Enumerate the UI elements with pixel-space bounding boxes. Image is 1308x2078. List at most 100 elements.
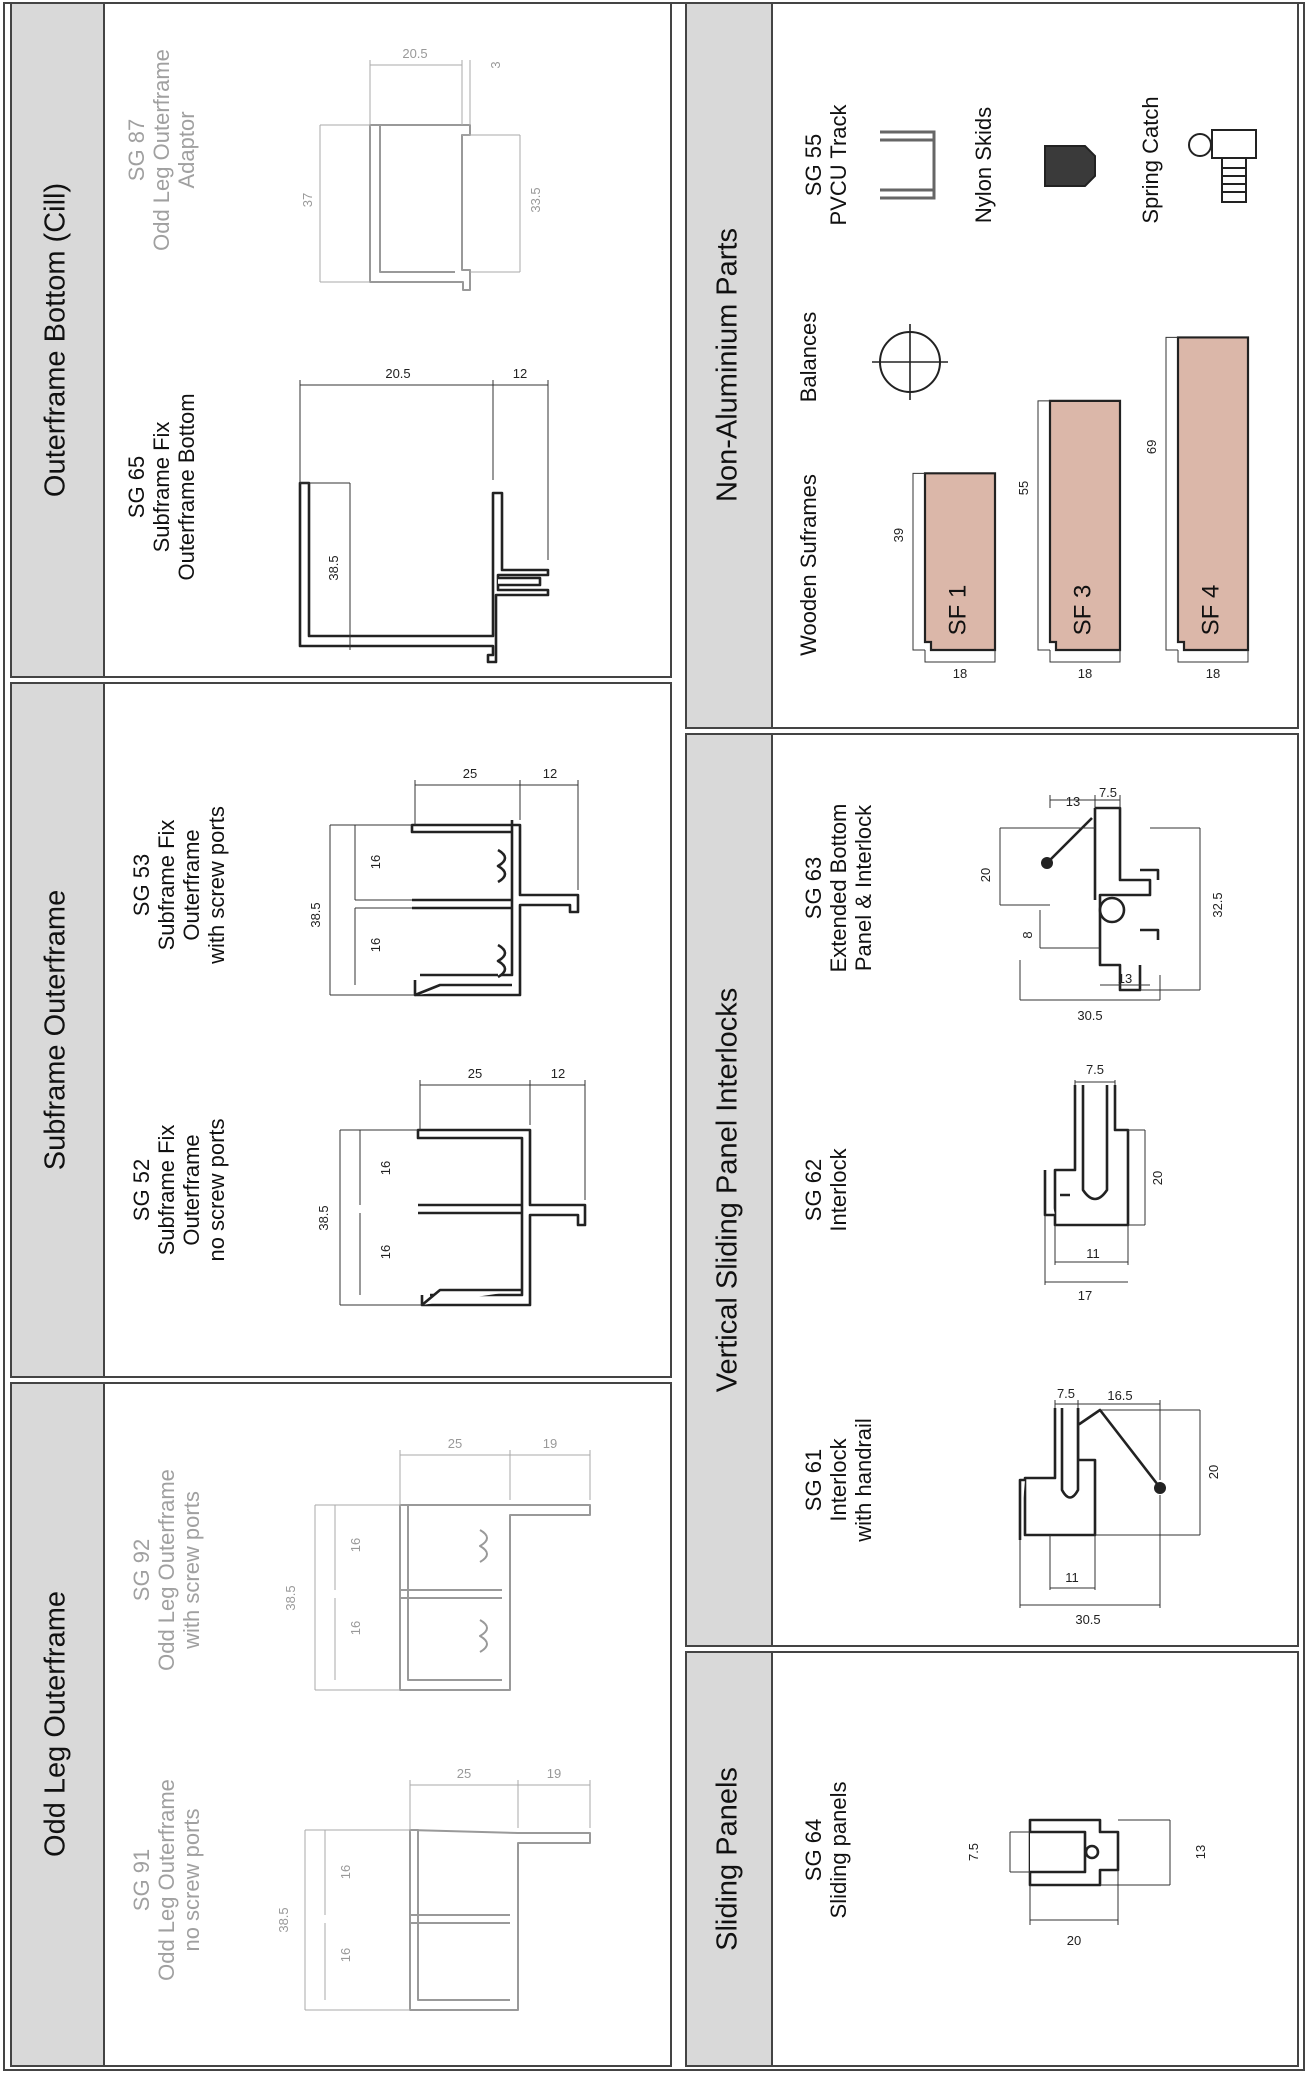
dim-label: 7.5: [1099, 785, 1117, 800]
label-sg92: SG 92 Odd Leg Outerframe with screw port…: [129, 1469, 204, 1671]
dim-label: 16: [348, 1538, 363, 1552]
dim-label: 8: [1020, 931, 1035, 938]
product-desc: Interlock: [826, 1437, 851, 1521]
product-desc: Odd Leg Outerframe: [154, 1469, 179, 1671]
dim-label: 11: [1065, 1570, 1079, 1585]
dim-lines: [1037, 400, 1050, 651]
product-code: SG 87: [124, 119, 149, 181]
dim-label: 13: [1118, 971, 1132, 986]
dim-lines: [339, 1080, 586, 1306]
product-desc: Sliding panels: [826, 1782, 851, 1919]
dim-label: 38.5: [316, 1205, 331, 1230]
wooden-subframes-label: Wooden Suframes: [796, 474, 821, 656]
dim-lines: [319, 60, 521, 283]
dim-lines: [299, 380, 549, 650]
wooden-subframes: SF 1 39 18 SF 3 55 18 SF 4 69 18: [891, 336, 1250, 681]
panel-sliding-panels: Sliding Panels: [685, 1651, 1299, 2067]
track-code: SG 55: [801, 134, 826, 196]
panel-header: [685, 1651, 773, 2067]
dim-lines: [924, 650, 996, 663]
track-icon: [880, 130, 936, 200]
pvcu-track: SG 55 PVCU Track: [801, 103, 936, 226]
profile-sg91: 25 19 38.5 16 16: [276, 1766, 591, 2011]
product-desc: Subframe Fix: [149, 422, 174, 553]
product-desc: no screw ports: [204, 1118, 229, 1261]
wooden-subframe-code: SF 4: [1197, 585, 1224, 636]
panel-title: Subframe Outerframe: [40, 890, 72, 1170]
balances-label: Balances: [796, 312, 821, 403]
product-desc: Extended Bottom: [826, 804, 851, 973]
dim-label: 19: [543, 1436, 557, 1451]
dim-label: 69: [1144, 440, 1159, 454]
product-code: SG 65: [124, 456, 149, 518]
product-code: SG 92: [129, 1539, 154, 1601]
product-desc: Adaptor: [174, 111, 199, 188]
wooden-subframe-profile: [923, 472, 997, 652]
dim-label: 38.5: [276, 1907, 291, 1932]
panel-header: [10, 682, 105, 1378]
skid-icon: [1044, 145, 1096, 187]
dim-label: 18: [1078, 666, 1092, 681]
label-sg64: SG 64 Sliding panels: [801, 1782, 851, 1919]
product-desc: no screw ports: [179, 1808, 204, 1951]
dim-lines: [1049, 650, 1121, 663]
dim-label: 13: [1066, 794, 1080, 809]
profile-sg63: 13 7.5 20 32.5 8 13 30.5: [978, 785, 1225, 1023]
product-desc: Outerframe: [179, 829, 204, 940]
balances-icon: [872, 324, 948, 400]
dim-label: 20: [1206, 1465, 1221, 1479]
dim-label: 16: [338, 1948, 353, 1962]
dim-label: 37: [300, 193, 315, 207]
dim-label: 30.5: [1077, 1008, 1102, 1023]
product-code: SG 53: [129, 854, 154, 916]
dim-label: 18: [953, 666, 967, 681]
dim-label: 7.5: [1057, 1386, 1075, 1401]
panel-title: Odd Leg Outerframe: [40, 1591, 72, 1857]
dim-label: 19: [547, 1766, 561, 1781]
product-desc: Odd Leg Outerframe: [154, 1779, 179, 1981]
product-desc: Outerframe Bottom: [174, 393, 199, 580]
product-code: SG 91: [129, 1849, 154, 1911]
product-desc: Interlock: [826, 1147, 851, 1231]
profile-sg92: 25 19 38.5 16 16: [283, 1436, 591, 1691]
nylon-skids: Nylon Skids: [971, 107, 1096, 223]
dim-label: 38.5: [326, 555, 341, 580]
panel-title: Outerframe Bottom (Cill): [40, 183, 72, 497]
product-code: SG 63: [801, 857, 826, 919]
dim-label: 7.5: [966, 1843, 981, 1861]
product-code: SG 52: [129, 1159, 154, 1221]
dim-lines: [304, 1780, 591, 2011]
panel-non-aluminium-parts: Non-Aluminium Parts: [685, 2, 1299, 729]
dim-lines: [314, 1450, 591, 1691]
profile-sg61: 7.5 16.5 20 11 30.5: [1018, 1386, 1221, 1627]
dim-lines: [999, 795, 1201, 1001]
dim-label: 7.5: [1086, 1062, 1104, 1077]
wooden-subframe-code: SF 1: [944, 585, 971, 636]
label-sg61: SG 61 Interlock with handrail: [801, 1418, 876, 1543]
profile-sg62: 7.5 20 11 17: [1043, 1062, 1165, 1303]
label-sg63: SG 63 Extended Bottom Panel & Interlock: [801, 804, 876, 973]
dim-lines: [1019, 1400, 1201, 1608]
dim-label: 20: [1067, 1933, 1081, 1948]
dim-label: 13: [1193, 1845, 1208, 1859]
dim-label: 25: [448, 1436, 462, 1451]
wooden-subframe-profile: [1048, 399, 1122, 652]
label-sg91: SG 91 Odd Leg Outerframe no screw ports: [129, 1779, 204, 1981]
dim-label: 3: [488, 61, 503, 68]
panel-odd-leg-outerframe: Odd Leg Outerframe: [10, 1382, 672, 2067]
dim-lines: [329, 780, 579, 996]
dim-label: 16: [368, 938, 383, 952]
dim-label: 16: [348, 1621, 363, 1635]
panel-header: [10, 2, 105, 678]
product-desc: with screw ports: [179, 1491, 204, 1650]
dim-label: 39: [891, 528, 906, 542]
dim-lines: [1165, 336, 1178, 651]
dim-label: 12: [513, 366, 527, 381]
dim-label: 18: [1206, 666, 1220, 681]
panel-header: [685, 2, 773, 729]
catch-label: Spring Catch: [1138, 96, 1163, 223]
dim-label: 25: [463, 766, 477, 781]
dim-lines: [912, 472, 925, 651]
